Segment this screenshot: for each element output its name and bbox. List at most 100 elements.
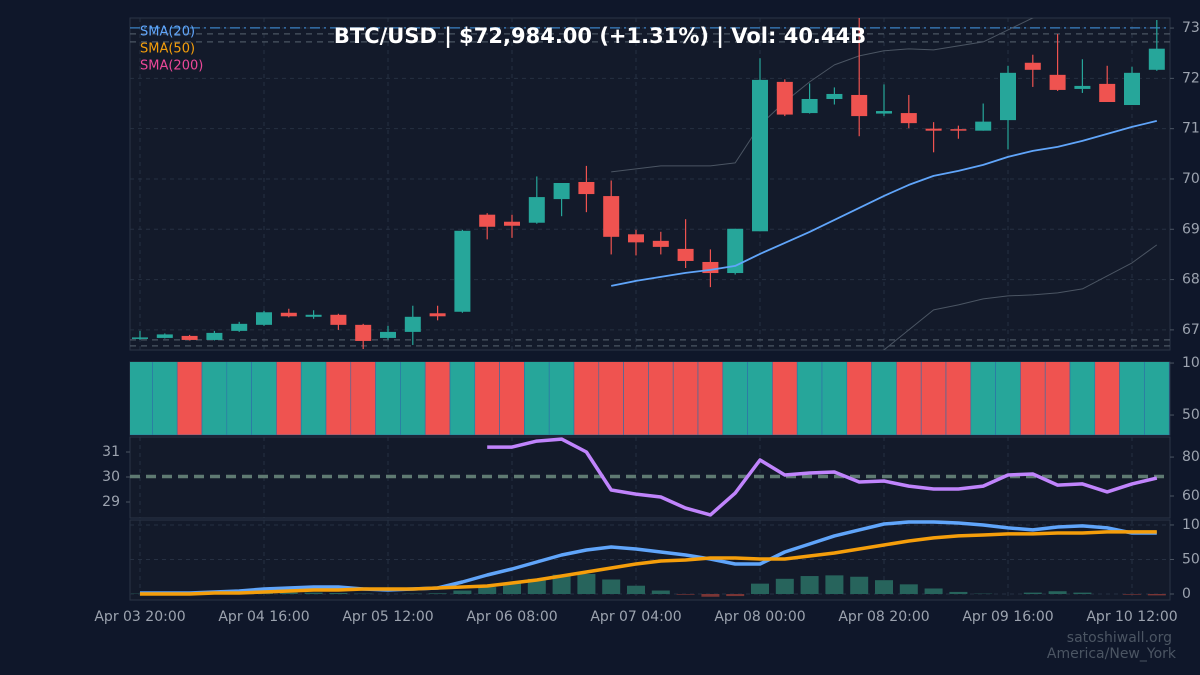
y-tick-label: 60 [1182,488,1200,504]
volume-bar [176,362,203,435]
y-tick-label: 69000 [1182,221,1200,237]
candle-body [330,314,347,325]
histogram-bar [899,584,918,594]
x-tick-label: Apr 07 04:00 [590,609,681,625]
histogram-bar [1073,592,1092,594]
histogram-bar [304,592,323,594]
candle-body [1049,74,1066,90]
volume-bar [945,362,972,435]
candle-body [603,196,620,237]
volume-bar [796,362,823,435]
candle-body [528,197,545,223]
candle-body [752,79,768,232]
candle-body [206,332,223,340]
histogram-bar [627,585,645,594]
volume-bar [1119,362,1145,435]
x-tick-label: Apr 08 00:00 [714,609,805,625]
candle-body [404,316,421,332]
volume-bar [499,362,525,435]
candle-body [628,234,644,243]
y-tick-label: 70000 [1182,171,1200,187]
y-tick-label: 68000 [1182,272,1200,288]
candle-body [900,113,917,124]
histogram-bar [775,578,794,594]
y-tick-label: 500 [1182,407,1200,423]
histogram-bar [800,576,819,594]
histogram-bar [577,573,596,594]
histogram-bar [1147,593,1166,596]
watermark: America/New_York [1047,646,1177,662]
watermark: satoshiwall.org [1067,630,1172,646]
y-tick-label: 30 [102,469,120,485]
macd-line [140,520,1157,595]
candle-body [429,313,446,317]
candle-body [702,261,719,274]
volume-bar [920,362,947,435]
volume-bar [970,362,996,435]
volume-bar [573,362,600,435]
candle-body [479,214,496,227]
candle-body [1099,83,1116,103]
histogram-bar [676,593,695,595]
candle-body [355,324,372,341]
legend-entry: SMA(50) [140,42,195,57]
y-tick-label: 73000 [1182,20,1200,36]
price-panel [129,17,1171,351]
volume-bar [1094,362,1120,435]
candle-body [876,111,892,114]
sma-line [611,120,1158,287]
candle-body [776,81,793,115]
candle-body [1000,72,1016,121]
candle-body [231,323,248,331]
volume-bar [995,362,1021,435]
candle-body [380,331,396,338]
candle-body [925,128,942,131]
y-tick-label: 1000 [1182,355,1200,371]
volume-bar [251,362,277,435]
histogram-bar [602,579,621,594]
candle-body [677,248,694,261]
histogram-bar [949,591,968,594]
x-tick-label: Apr 05 12:00 [342,609,433,625]
x-tick-label: Apr 04 16:00 [218,609,309,625]
volume-bar [1144,362,1170,435]
macd-line [140,530,1157,596]
histogram-bar [1023,592,1042,594]
band-upper [611,18,1034,173]
y-tick-label: 50 [1182,551,1200,567]
legend-entry: SMA(200) [140,59,203,74]
histogram-bar [1048,591,1067,594]
rsi-plot [130,437,1170,518]
candle-body [305,314,322,317]
y-tick-label: 29 [102,494,120,510]
histogram-bar [924,588,943,594]
volume-bar [524,362,550,435]
histogram-bar [279,592,298,594]
histogram-bar [478,587,497,594]
candle-body [975,121,992,131]
volume-bar [896,362,922,435]
volume-bar [697,362,724,435]
volume-bar [1069,362,1096,435]
histogram-bar [552,574,571,594]
candle-body [727,228,744,274]
x-tick-label: Apr 08 20:00 [838,609,929,625]
histogram-bar [701,593,720,597]
candle-body [454,230,471,312]
candle-body [950,129,967,131]
y-tick-label: 72000 [1182,70,1200,86]
band-lower [882,244,1158,350]
candle-body [504,221,520,226]
candle-body [156,334,173,338]
candle-body [553,182,570,200]
candle-body [132,337,148,339]
volume-bar [350,362,376,435]
volume-bar [201,362,228,435]
candle-body [1124,72,1140,106]
y-tick-label: 80 [1182,449,1200,465]
candle-body [1148,48,1165,70]
x-tick-label: Apr 03 20:00 [94,609,185,625]
histogram-bar [726,593,745,597]
rsi-line [487,437,1158,517]
